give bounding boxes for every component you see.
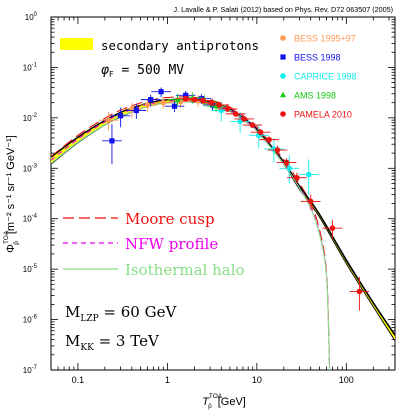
- pamela-2010-point: [241, 116, 247, 122]
- bess-1998-point: [118, 113, 124, 119]
- bess-1995-97-legend-label: BESS 1995+97: [294, 34, 356, 44]
- pamela-2010-point: [283, 159, 290, 166]
- mkk-annotation: MKK = 3 TeV: [65, 332, 160, 353]
- bess-1995-97-point: [160, 99, 167, 106]
- data-points-layer: [98, 87, 370, 311]
- bess-1998-point: [133, 107, 139, 114]
- x-axis-label: TTOA p̄ [GeV]: [202, 393, 246, 410]
- pamela-2010-point: [356, 288, 363, 295]
- pamela-2010-point: [182, 95, 189, 102]
- y-tick-label: 100: [25, 12, 38, 22]
- band-legend-label: secondary antiprotons: [101, 38, 259, 53]
- bess-1998-point: [183, 92, 189, 98]
- x-tick-label: 0.1: [72, 375, 85, 385]
- pamela-2010-point: [208, 99, 215, 106]
- nfw-legend-label: NFW profile: [125, 235, 218, 253]
- bess-1998-point: [148, 97, 154, 103]
- pamela-2010-legend-label: PAMELA 2010: [294, 110, 352, 120]
- axis-ticks: [50, 16, 395, 371]
- y-axis-label: ΦTOA p̄[m⁻² s⁻¹ sr⁻¹ GeV⁻¹]: [3, 135, 20, 253]
- ams-1998-legend-marker: [280, 91, 286, 98]
- model-legend: Moore cusp NFW profile Isothermal halo: [63, 210, 245, 279]
- pamela-2010-point: [329, 225, 336, 231]
- pamela-2010-point: [224, 106, 231, 112]
- x-tick-label: 100: [339, 375, 354, 385]
- model-curves-layer: [51, 96, 395, 370]
- credit-text: J. Lavalle & P. Salati (2012) based on P…: [174, 5, 394, 14]
- pamela-2010-point: [191, 96, 198, 103]
- bess-1995-97-point: [105, 117, 112, 123]
- y-tick-label: 10-6: [23, 315, 38, 325]
- caprice-1998-point: [286, 165, 293, 172]
- bess-1998-point: [158, 89, 164, 95]
- pamela-2010-point: [249, 122, 256, 128]
- y-tick-labels: 10-7 10-6 10-5 10-4 10-3 10-2 10-1 100: [23, 12, 38, 375]
- isothermal-legend-label: Isothermal halo: [125, 261, 245, 279]
- series-line-moore-cusp: [51, 96, 331, 367]
- bess-1995-97-legend-marker: [280, 35, 286, 41]
- ams-1998-legend-label: AMS 1998: [294, 91, 336, 101]
- bess-1998-point: [109, 138, 115, 144]
- x-tick-label: 10: [252, 375, 262, 385]
- pamela-2010-point: [216, 102, 223, 108]
- y-tick-label: 10-4: [23, 214, 38, 224]
- pamela-2010-point: [232, 111, 239, 117]
- caprice-1998-legend-marker: [280, 73, 286, 79]
- x-tick-label: 1: [165, 375, 170, 385]
- y-tick-label: 10-5: [23, 264, 38, 274]
- moore-cusp-legend-label: Moore cusp: [125, 210, 215, 228]
- bess-1998-legend-marker: [280, 54, 286, 60]
- bess-1995-97-point: [144, 102, 151, 108]
- pamela-2010-point: [266, 136, 272, 143]
- phi-annotation: φF = 500 MV: [101, 63, 184, 79]
- y-tick-label: 10-2: [23, 113, 38, 123]
- pamela-2010-point: [257, 129, 264, 135]
- plot-frame: [50, 16, 396, 371]
- secondary-band-upper-edge: [51, 98, 395, 336]
- series-line-total-secondary-lzp: [51, 98, 395, 336]
- x-tick-labels: 0.1 1 10 100: [72, 375, 354, 385]
- band-legend-swatch: [60, 38, 93, 50]
- bess-1998-legend-label: BESS 1998: [294, 53, 341, 63]
- pamela-2010-point: [274, 147, 281, 153]
- caprice-1998-legend-label: CAPRICE 1998: [294, 72, 357, 82]
- pamela-2010-point: [200, 97, 206, 104]
- y-tick-label: 10-3: [23, 163, 38, 173]
- y-tick-label: 10-1: [23, 62, 38, 72]
- bess-1998-point: [171, 103, 178, 109]
- y-tick-label: 10-7: [23, 365, 38, 375]
- pamela-2010-legend-marker: [280, 111, 286, 117]
- mlzp-annotation: MLZP = 60 GeV: [65, 303, 177, 324]
- caprice-1998-point: [305, 171, 312, 178]
- pamela-2010-point: [307, 198, 314, 205]
- experiment-legend: BESS 1995+97 BESS 1998 CAPRICE 1998 AMS 199…: [280, 34, 357, 120]
- pamela-2010-point: [294, 174, 300, 181]
